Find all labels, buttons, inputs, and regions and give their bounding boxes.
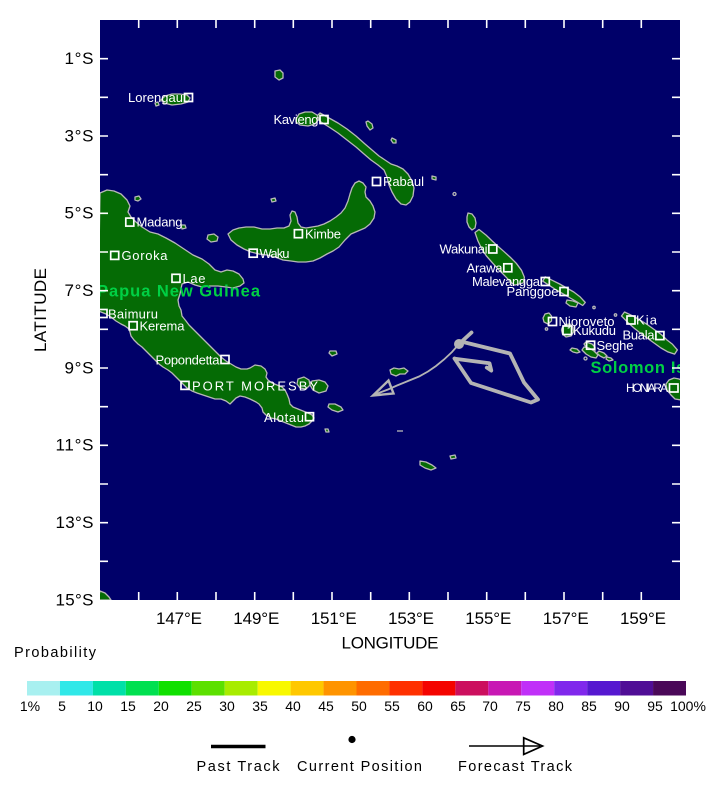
svg-text:Goroka: Goroka	[122, 248, 169, 263]
svg-text:90: 90	[614, 698, 630, 714]
svg-text:Kimbe: Kimbe	[305, 226, 341, 241]
svg-text:Madang: Madang	[137, 215, 183, 230]
svg-text:Arawa: Arawa	[467, 261, 504, 276]
svg-text:LATITUDE: LATITUDE	[31, 268, 50, 352]
svg-text:35: 35	[252, 698, 268, 714]
svg-text:Panggoe: Panggoe	[507, 284, 559, 299]
svg-text:Waku: Waku	[260, 246, 290, 261]
svg-text:9°S: 9°S	[65, 358, 94, 377]
svg-text:Papua New Guinea: Papua New Guinea	[97, 283, 261, 301]
svg-text:Buala: Buala	[623, 327, 656, 342]
svg-text:HONIARA: HONIARA	[626, 381, 668, 395]
svg-text:85: 85	[581, 698, 597, 714]
svg-text:20: 20	[153, 698, 169, 714]
svg-text:Lae: Lae	[183, 271, 206, 286]
svg-text:10: 10	[87, 698, 103, 714]
svg-text:75: 75	[515, 698, 531, 714]
svg-text:PORT MORESBY: PORT MORESBY	[192, 379, 318, 394]
svg-text:Alotau: Alotau	[264, 410, 304, 425]
svg-text:Solomon Isl: Solomon Isl	[591, 359, 691, 377]
svg-text:Seghe: Seghe	[597, 338, 634, 353]
svg-text:LONGITUDE: LONGITUDE	[342, 634, 439, 653]
svg-text:Forecast Track: Forecast Track	[458, 759, 573, 775]
svg-text:11°S: 11°S	[56, 436, 94, 455]
svg-text:159°E: 159°E	[620, 609, 666, 628]
svg-text:Njoroveto: Njoroveto	[559, 314, 615, 329]
svg-text:Rabaul: Rabaul	[383, 174, 424, 189]
svg-text:13°S: 13°S	[56, 513, 94, 532]
svg-text:30: 30	[219, 698, 235, 714]
svg-text:Lorengau: Lorengau	[128, 90, 183, 105]
svg-text:3°S: 3°S	[65, 126, 94, 145]
svg-text:1%: 1%	[20, 698, 40, 714]
svg-text:50: 50	[351, 698, 367, 714]
svg-text:1°S: 1°S	[65, 49, 94, 68]
svg-text:80: 80	[548, 698, 564, 714]
svg-text:Kia: Kia	[636, 312, 658, 327]
svg-text:151°E: 151°E	[311, 609, 357, 628]
svg-text:Malevangga: Malevangga	[472, 274, 541, 289]
svg-text:149°E: 149°E	[233, 609, 279, 628]
svg-text:5: 5	[58, 698, 66, 714]
svg-text:70: 70	[482, 698, 498, 714]
svg-text:40: 40	[285, 698, 301, 714]
svg-text:Past Track: Past Track	[197, 759, 281, 775]
svg-text:5°S: 5°S	[65, 204, 94, 223]
svg-text:Wakunai: Wakunai	[440, 242, 488, 257]
svg-text:95: 95	[647, 698, 663, 714]
svg-text:100%: 100%	[670, 698, 706, 714]
svg-text:Kavieng: Kavieng	[274, 112, 319, 127]
svg-text:153°E: 153°E	[388, 609, 434, 628]
svg-text:147°E: 147°E	[156, 609, 202, 628]
svg-text:15°S: 15°S	[56, 590, 94, 609]
svg-text:65: 65	[450, 698, 466, 714]
svg-text:45: 45	[318, 698, 334, 714]
svg-text:157°E: 157°E	[543, 609, 589, 628]
svg-text:7°S: 7°S	[65, 281, 94, 300]
svg-text:55: 55	[384, 698, 400, 714]
svg-text:Kerema: Kerema	[140, 319, 186, 334]
svg-text:Baimuru: Baimuru	[108, 307, 158, 322]
svg-text:60: 60	[417, 698, 433, 714]
svg-text:Kukudu: Kukudu	[573, 323, 616, 338]
svg-text:15: 15	[120, 698, 136, 714]
svg-text:155°E: 155°E	[465, 609, 511, 628]
svg-text:Probability: Probability	[14, 645, 97, 661]
svg-text:25: 25	[186, 698, 202, 714]
svg-text:Popondetta: Popondetta	[156, 352, 221, 367]
